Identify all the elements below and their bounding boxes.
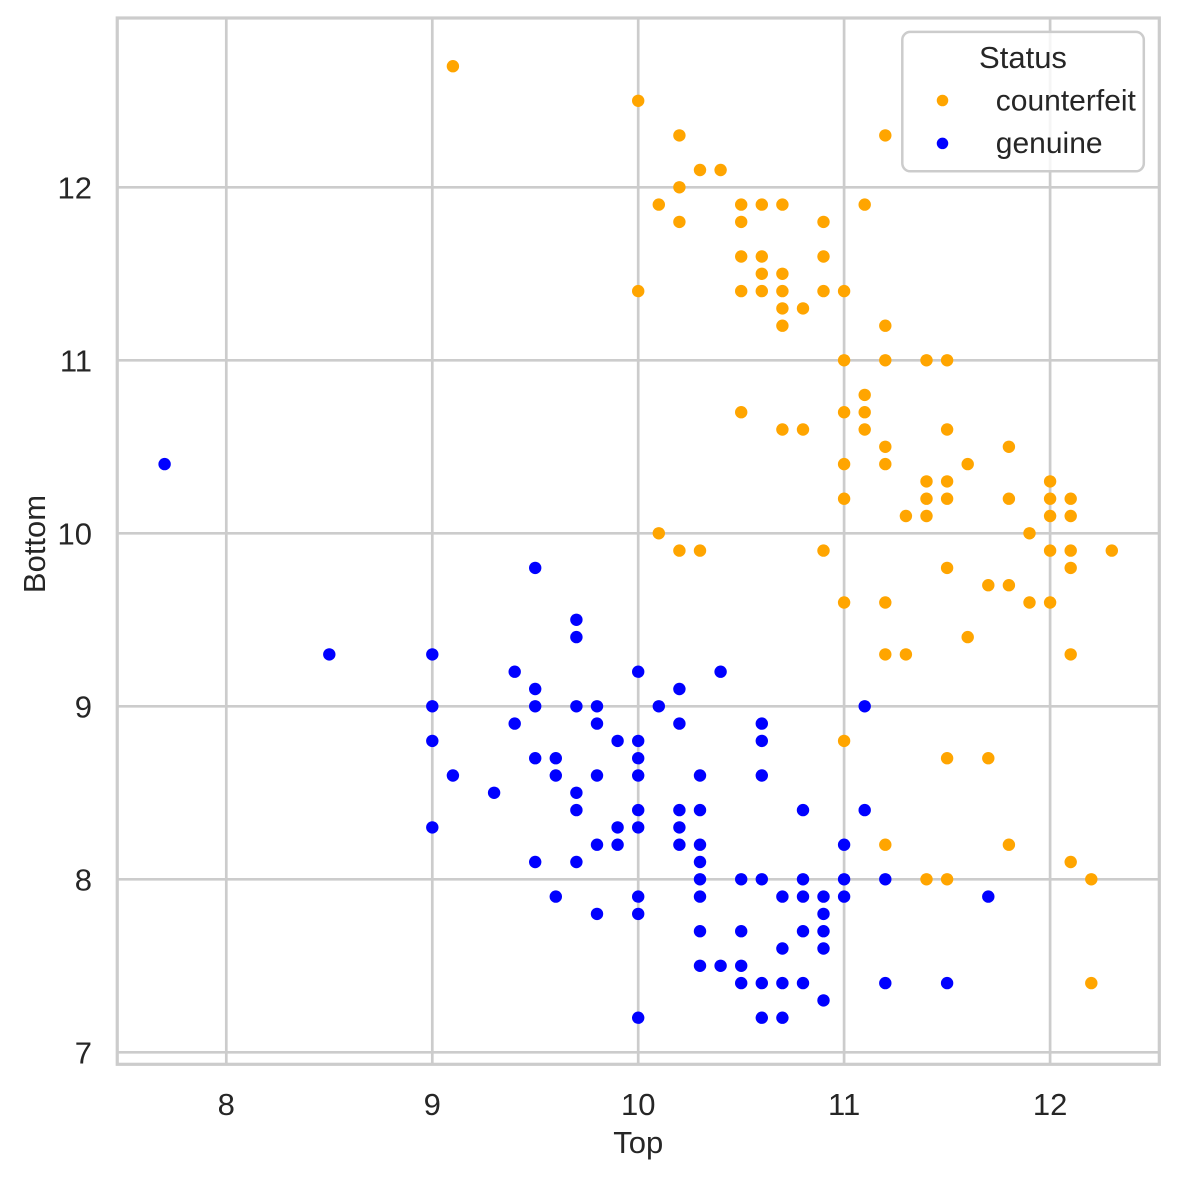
svg-text:9: 9 xyxy=(424,1087,441,1122)
svg-text:Bottom: Bottom xyxy=(17,495,52,593)
svg-text:8: 8 xyxy=(218,1087,235,1122)
svg-text:9: 9 xyxy=(75,690,92,725)
svg-text:counterfeit: counterfeit xyxy=(996,84,1137,117)
svg-text:11: 11 xyxy=(828,1087,860,1122)
svg-text:10: 10 xyxy=(621,1087,655,1122)
svg-text:11: 11 xyxy=(60,344,92,379)
svg-text:12: 12 xyxy=(1033,1087,1067,1122)
svg-text:genuine: genuine xyxy=(996,127,1103,160)
svg-text:Top: Top xyxy=(613,1125,663,1160)
svg-text:8: 8 xyxy=(75,863,92,898)
svg-text:10: 10 xyxy=(58,517,92,552)
svg-text:Status: Status xyxy=(979,40,1067,75)
svg-text:12: 12 xyxy=(58,171,92,206)
svg-text:7: 7 xyxy=(75,1036,92,1071)
